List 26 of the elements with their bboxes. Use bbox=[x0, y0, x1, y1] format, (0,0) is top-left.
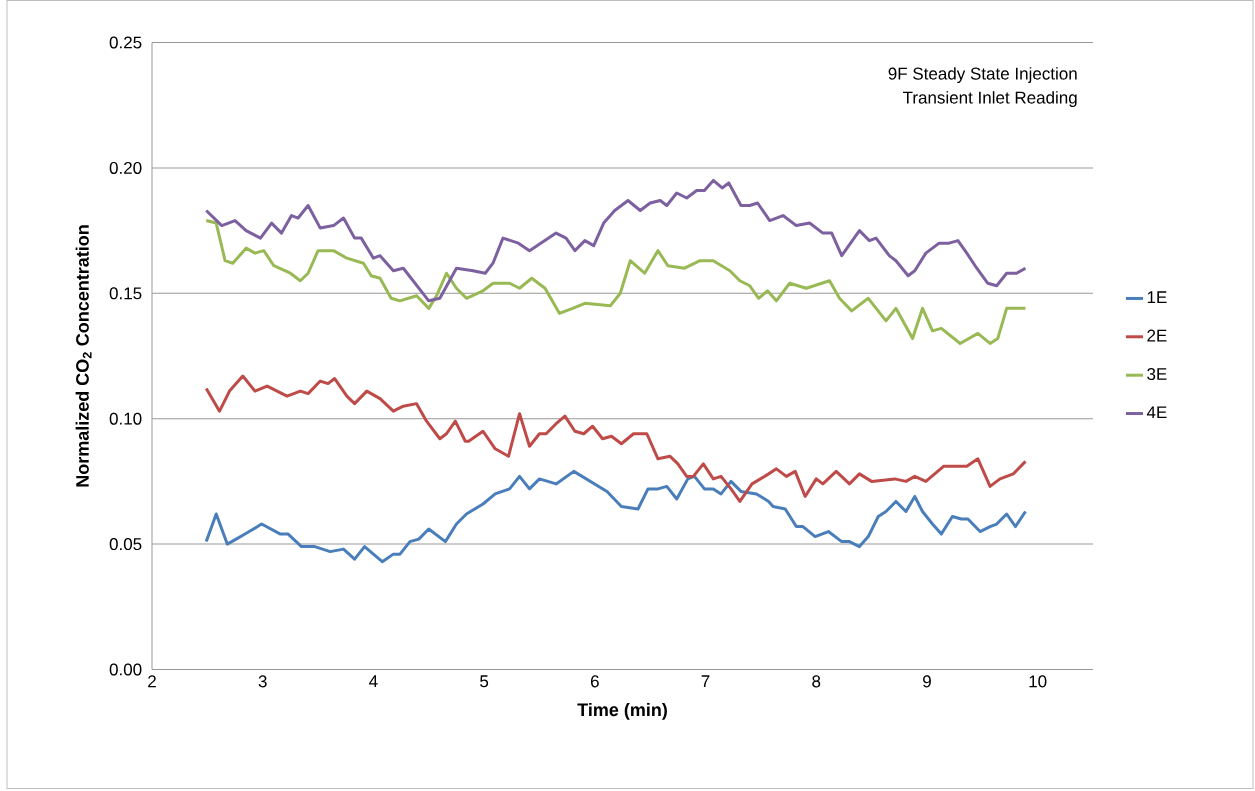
legend-label: 2E bbox=[1147, 329, 1167, 342]
x-tick-label: 6 bbox=[590, 675, 599, 688]
x-tick-label: 4 bbox=[369, 675, 378, 688]
y-tick-label: 0.25 bbox=[109, 36, 142, 49]
x-tick-label: 5 bbox=[480, 675, 489, 688]
legend-label: 3E bbox=[1147, 368, 1167, 381]
x-tick-label: 2 bbox=[148, 675, 156, 688]
y-tick-label: 0.00 bbox=[109, 663, 142, 676]
x-tick-label: 9 bbox=[923, 675, 931, 688]
x-tick-label: 3 bbox=[258, 675, 267, 688]
y-axis-title: Normalized CO$_{2}$ Concentration bbox=[75, 225, 92, 487]
y-tick-label: 0.15 bbox=[109, 287, 142, 300]
legend-label: 1E bbox=[1147, 291, 1167, 304]
annotation: Transient Inlet Reading bbox=[902, 91, 1077, 108]
x-tick-label: 10 bbox=[1029, 675, 1047, 688]
y-tick-label: 0.05 bbox=[109, 538, 142, 551]
y-tick-label: 0.10 bbox=[109, 412, 142, 425]
x-tick-label: 7 bbox=[701, 675, 710, 688]
x-tick-label: 8 bbox=[812, 675, 821, 688]
x-axis-title: Time (min) bbox=[577, 703, 667, 720]
line-series bbox=[204, 219, 1027, 346]
line-series bbox=[204, 179, 1027, 303]
legend-label: 4E bbox=[1146, 406, 1167, 419]
annotation: 9F Steady State Injection bbox=[888, 67, 1077, 84]
y-tick-label: 0.20 bbox=[109, 162, 142, 175]
line-series bbox=[204, 374, 1027, 504]
